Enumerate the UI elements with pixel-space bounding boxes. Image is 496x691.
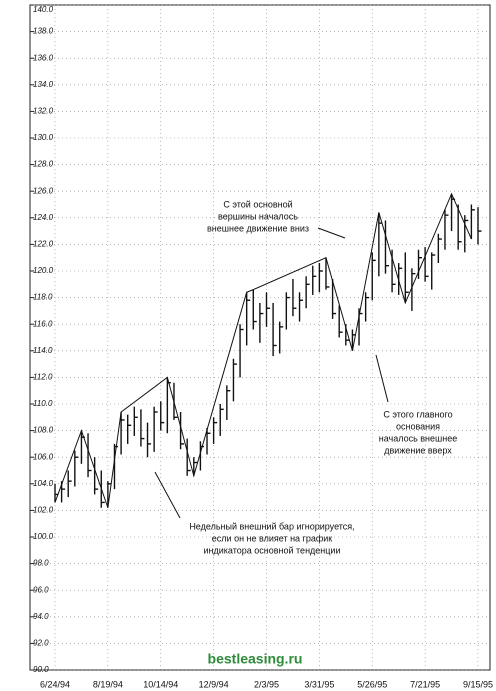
y-tick-label: 106.0 <box>33 452 54 461</box>
trend-line <box>54 192 472 508</box>
annotation: внешнее движение вниз <box>207 223 309 233</box>
y-tick-label: 140.0 <box>33 5 54 14</box>
y-tick-label: 136.0 <box>33 53 54 62</box>
watermark: bestleasing.ru <box>208 651 303 667</box>
y-tick-label: 94.0 <box>33 612 49 621</box>
y-tick-label: 134.0 <box>33 80 54 89</box>
y-tick-label: 110.0 <box>33 399 53 408</box>
y-tick-label: 100.0 <box>33 532 54 541</box>
annotation: движение вверх <box>384 445 452 455</box>
annotation: основания <box>396 421 440 431</box>
y-tick-label: 118.0 <box>33 293 53 302</box>
y-tick-label: 126.0 <box>33 186 54 195</box>
y-tick-label: 130.0 <box>33 133 54 142</box>
x-tick-label: 8/19/94 <box>93 679 123 689</box>
y-tick-label: 116.0 <box>33 319 53 328</box>
y-tick-label: 128.0 <box>33 160 54 169</box>
arrow <box>375 354 389 403</box>
y-tick-label: 112.0 <box>33 373 53 382</box>
annotation: началось внешнее <box>379 433 457 443</box>
arrow <box>317 227 346 239</box>
y-tick-label: 114.0 <box>33 346 53 355</box>
x-tick-label: 7/21/95 <box>410 679 440 689</box>
y-tick-label: 120.0 <box>33 266 54 275</box>
y-tick-label: 90.0 <box>33 665 49 674</box>
y-tick-label: 96.0 <box>33 585 49 594</box>
y-tick-label: 108.0 <box>33 426 54 435</box>
annotation: Недельный внешний бар игнорируется, <box>189 521 354 531</box>
x-tick-label: 5/26/95 <box>357 679 387 689</box>
y-tick-label: 124.0 <box>33 213 54 222</box>
x-tick-label: 12/9/94 <box>199 679 229 689</box>
y-tick-label: 132.0 <box>33 107 54 116</box>
annotation: если он не влияет на график <box>212 533 332 543</box>
y-tick-label: 98.0 <box>33 559 49 568</box>
annotation: С этой основной <box>223 199 292 209</box>
x-tick-label: 2/3/95 <box>254 679 279 689</box>
arrow <box>154 471 181 519</box>
y-tick-label: 92.0 <box>33 639 49 648</box>
y-tick-label: 138.0 <box>33 27 54 36</box>
annotation: вершины началось <box>218 211 298 221</box>
plot-frame <box>29 4 491 671</box>
x-tick-label: 9/15/95 <box>463 679 493 689</box>
annotation: С этого главного <box>383 409 452 419</box>
x-tick-label: 3/31/95 <box>304 679 334 689</box>
x-tick-label: 6/24/94 <box>40 679 70 689</box>
y-tick-label: 102.0 <box>33 506 54 515</box>
y-tick-label: 122.0 <box>33 240 54 249</box>
y-tick-label: 104.0 <box>33 479 54 488</box>
annotation: индикатора основной тенденции <box>204 545 341 555</box>
x-tick-label: 10/14/94 <box>143 679 178 689</box>
